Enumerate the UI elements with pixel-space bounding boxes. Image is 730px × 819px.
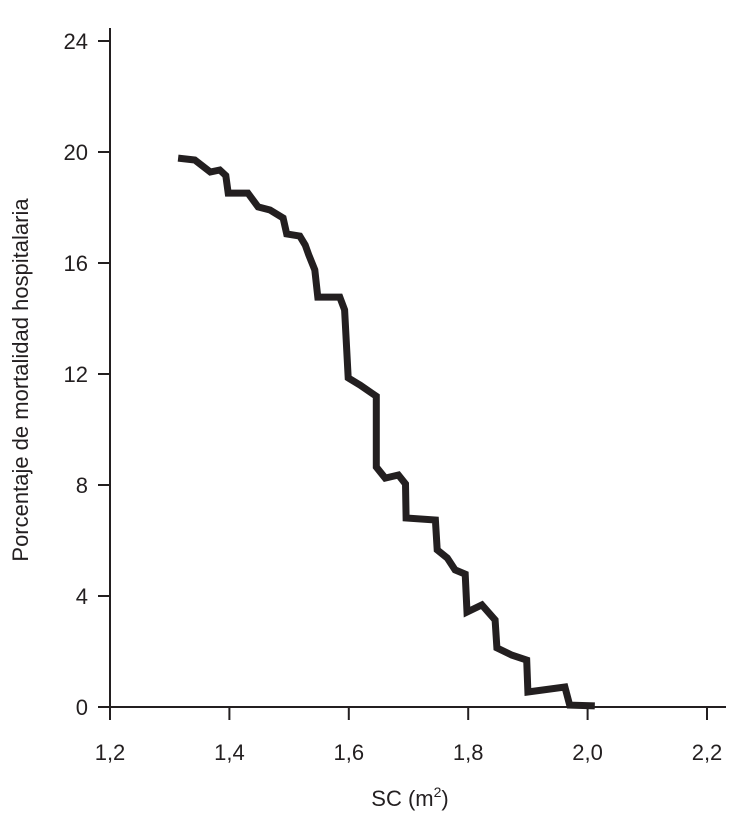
x-tick-label: 1,6	[334, 740, 365, 765]
y-tick-label: 12	[64, 362, 88, 387]
x-axis-label: SC (m2)	[371, 784, 448, 811]
y-tick-label: 24	[64, 29, 88, 54]
y-tick-label: 20	[64, 140, 88, 165]
y-tick-label: 8	[76, 473, 88, 498]
y-tick-label: 0	[76, 695, 88, 720]
y-tick-label: 16	[64, 251, 88, 276]
x-tick-label: 1,4	[214, 740, 245, 765]
y-axis-label: Porcentaje de mortalidad hospitalaria	[8, 198, 33, 562]
y-tick-label: 4	[76, 584, 88, 609]
x-tick-label: 1,8	[453, 740, 484, 765]
mortality-curve	[177, 154, 595, 710]
x-tick-label: 1,2	[95, 740, 126, 765]
x-tick-label: 2,0	[572, 740, 603, 765]
x-tick-label: 2,2	[692, 740, 723, 765]
